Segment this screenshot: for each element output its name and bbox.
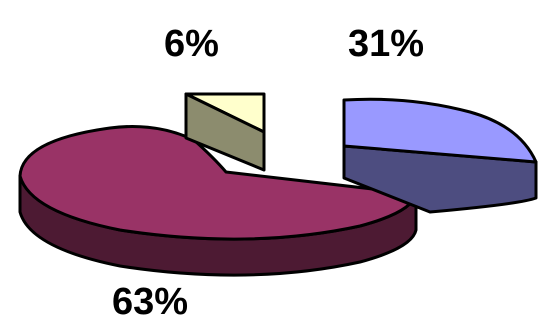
label-63: 63% [112,281,188,323]
label-31: 31% [348,23,424,65]
slice-63-top [18,125,418,241]
slice-6-side [184,92,266,172]
label-6: 6% [164,23,219,65]
slice-31-group [342,97,538,214]
slice-6-group [184,92,266,172]
slice-63-group [18,125,418,277]
slice-31-top [342,97,538,164]
slice-31-side [342,144,538,214]
